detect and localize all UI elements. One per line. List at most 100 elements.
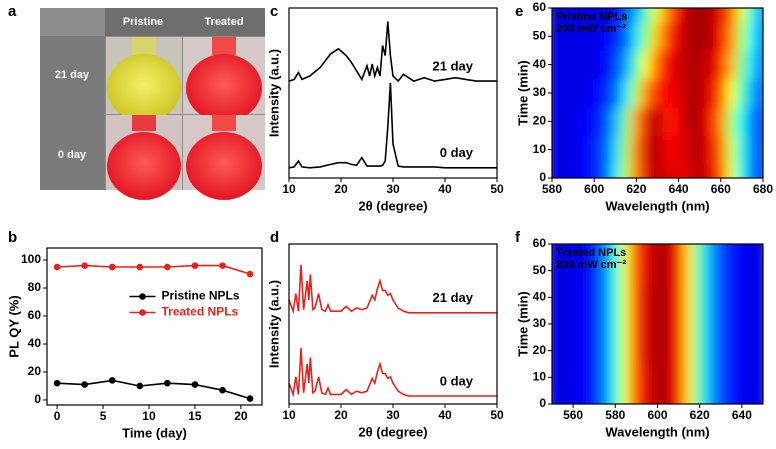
heatmap-cell xyxy=(757,256,763,285)
x-axis-title: 2θ (degree) xyxy=(358,198,427,213)
heatmap-cell xyxy=(704,363,717,392)
heatmap-cell xyxy=(598,106,611,136)
chart-panel: d 21 day 0 day 10 20 30 40 50 2θ (degree) Intensi… xyxy=(266,229,504,439)
x-axis-title: 2θ (degree) xyxy=(358,424,427,439)
x-tick-label: 620 xyxy=(626,182,646,196)
heatmap-cell xyxy=(704,135,717,165)
heatmap-cell xyxy=(552,163,558,178)
heatmap-cell xyxy=(683,163,695,178)
legend-label: Treated NPLs xyxy=(162,305,239,319)
marker xyxy=(164,263,171,271)
y-tick-label: 50 xyxy=(533,263,547,277)
heatmap-cell xyxy=(672,163,685,178)
heatmap-cell xyxy=(683,244,695,258)
heatmap-cell xyxy=(641,106,653,136)
heatmap-cell xyxy=(620,336,632,365)
photo xyxy=(106,37,182,122)
x-tick-label: 580 xyxy=(605,408,625,422)
heatmap-cell xyxy=(693,78,706,108)
heatmap-cell xyxy=(588,50,600,80)
heatmap-cell xyxy=(651,336,664,365)
row-label: 21 day xyxy=(55,69,90,81)
marker xyxy=(136,263,144,271)
heatmap-cell xyxy=(746,135,759,165)
heatmap-cell xyxy=(598,244,611,258)
heatmap-cell xyxy=(577,78,590,108)
heatmap-cell xyxy=(683,336,695,365)
row-label: 0 day xyxy=(58,149,87,161)
heatmap-cell xyxy=(672,310,685,338)
heatmap-cell xyxy=(641,363,653,392)
heatmap-cell xyxy=(736,256,748,285)
heatmap-cell xyxy=(651,135,664,165)
series-label: 0 day xyxy=(440,373,474,388)
x-tick-label: 620 xyxy=(690,408,710,422)
panel-letter: c xyxy=(270,3,278,20)
y-tick-label: 10 xyxy=(533,370,547,384)
heatmap-cell xyxy=(641,336,653,365)
heatmap-cell xyxy=(651,283,664,312)
heatmap-cell xyxy=(715,244,727,258)
x-tick-label: 5 xyxy=(100,409,107,423)
heatmap-cell xyxy=(662,244,674,258)
heatmap-cell xyxy=(620,363,632,392)
marker xyxy=(136,382,144,390)
heatmap-cell xyxy=(683,390,695,404)
heatmap-cell xyxy=(641,256,653,285)
photo xyxy=(183,115,265,200)
heatmap-cell xyxy=(715,390,727,404)
heatmap-cell xyxy=(567,21,579,51)
heatmap-cell xyxy=(630,50,643,80)
x-tick-label: 680 xyxy=(753,182,773,196)
heatmap-cell xyxy=(641,244,653,258)
heatmap-cell xyxy=(641,390,653,404)
heatmap-cell xyxy=(598,8,611,23)
heatmap-cell xyxy=(641,50,653,80)
heatmap-cell xyxy=(662,363,674,392)
series-line xyxy=(57,379,251,400)
heatmap-cell xyxy=(736,21,748,51)
x-tick-label: 10 xyxy=(282,182,296,196)
marker xyxy=(219,262,226,269)
heatmap-cell xyxy=(552,78,558,108)
heatmap-cell xyxy=(609,363,622,392)
heatmap-cell xyxy=(651,363,664,392)
heatmap-cell xyxy=(736,363,748,392)
heatmap-cell xyxy=(736,390,748,404)
heatmap-cell xyxy=(567,336,579,365)
heatmap-cell xyxy=(620,8,632,23)
heatmap-cell xyxy=(683,50,695,80)
column-label: Pristine xyxy=(123,16,163,28)
heatmap-cell xyxy=(556,8,569,23)
x-tick-label: 50 xyxy=(490,182,504,196)
heatmap-cell xyxy=(651,8,664,23)
series-line xyxy=(288,347,497,398)
heatmap-cell xyxy=(715,78,727,108)
heatmap-cell xyxy=(746,390,759,404)
annotation: 200 mW cm⁻² xyxy=(556,23,626,35)
heatmap-cell xyxy=(556,336,569,365)
y-tick-label: 50 xyxy=(533,29,547,43)
heatmap-cell xyxy=(757,163,763,178)
marker xyxy=(164,379,171,387)
x-tick-label: 50 xyxy=(490,408,504,422)
heatmap-cell xyxy=(746,106,759,136)
heatmap-cell xyxy=(567,50,579,80)
heatmap-cell xyxy=(693,283,706,312)
photo-panel: a Pristine Treated 21 day 0 day xyxy=(8,3,265,200)
marker xyxy=(191,262,199,269)
heatmap-cell xyxy=(746,8,759,23)
heatmap-cell xyxy=(725,163,738,178)
heatmap-cell xyxy=(672,390,685,404)
x-tick-label: 660 xyxy=(711,182,731,196)
y-tick-label: 60 xyxy=(533,236,547,250)
heatmap-cells xyxy=(552,244,763,404)
y-tick-label: 0 xyxy=(539,396,546,410)
heatmap-cell xyxy=(620,21,632,51)
heatmap-cell xyxy=(746,336,759,365)
y-axis-title: Time (min) xyxy=(515,60,530,126)
heatmap-cell xyxy=(725,106,738,136)
heatmap-cell xyxy=(556,390,569,404)
heatmap-cell xyxy=(598,135,611,165)
